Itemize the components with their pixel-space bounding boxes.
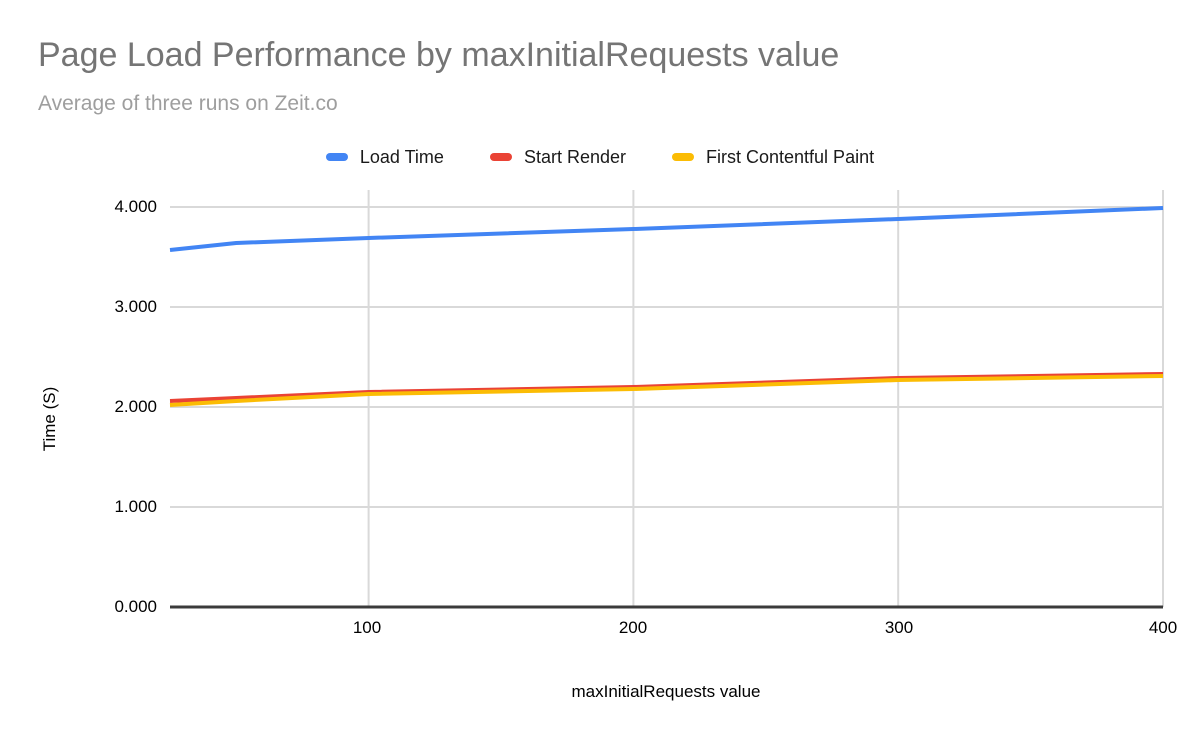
y-tick-label: 1.000 — [114, 497, 157, 516]
legend-label: Load Time — [359, 146, 444, 167]
chart-legend: Load Time Start Render First Contentful … — [0, 145, 1200, 169]
legend-label: Start Render — [523, 146, 627, 167]
chart-subtitle: Average of three runs on Zeit.co — [38, 92, 338, 115]
y-tick-label: 2.000 — [114, 397, 157, 416]
legend-item-first-contentful-paint: First Contentful Paint — [672, 147, 874, 168]
legend-item-start-render: Start Render — [489, 146, 627, 168]
y-tick-label: 0.000 — [114, 597, 157, 616]
legend-swatch-icon — [489, 153, 512, 161]
chart-title: Page Load Performance by maxInitialReque… — [38, 36, 840, 74]
y-axis-title: Time (S) — [40, 386, 59, 452]
legend-label: First Contentful Paint — [706, 146, 875, 167]
legend-swatch-icon — [672, 153, 695, 161]
x-tick-label: 200 — [618, 618, 648, 637]
x-axis-title: maxInitialRequests value — [571, 682, 761, 701]
x-tick-label: 300 — [884, 618, 914, 637]
y-tick-label: 3.000 — [114, 297, 157, 316]
x-tick-label: 100 — [352, 618, 382, 637]
x-tick-label: 400 — [1148, 618, 1178, 637]
y-tick-label: 4.000 — [114, 197, 157, 216]
legend-swatch-icon — [325, 153, 348, 161]
legend-item-load-time: Load Time — [325, 146, 444, 168]
